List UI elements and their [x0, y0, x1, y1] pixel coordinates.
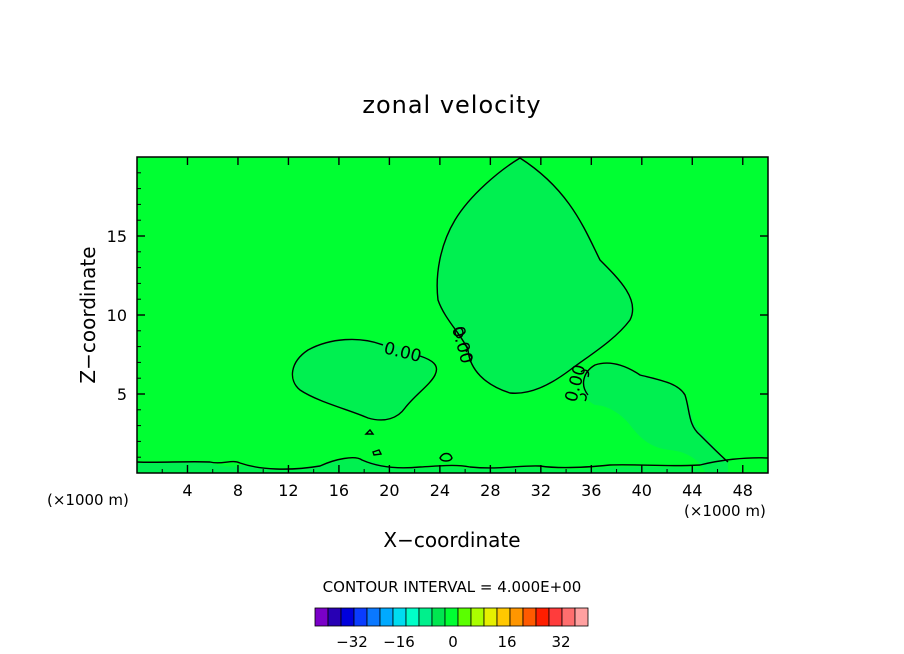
- colorbar-tick-label: −32: [336, 633, 368, 651]
- x-unit-right: (×1000 m): [684, 502, 766, 520]
- x-tick-label: 4: [182, 481, 192, 500]
- colorbar-tick-label: 16: [497, 633, 516, 651]
- colorbar-swatch: [574, 607, 589, 627]
- contour-region-bottom: [137, 459, 700, 472]
- chart-title: zonal velocity: [362, 91, 541, 119]
- y-axis-label: Z−coordinate: [76, 246, 100, 383]
- colorbar-swatch: [418, 607, 433, 627]
- colorbar-swatch: [483, 607, 498, 627]
- colorbar-swatch: [392, 607, 407, 627]
- colorbar-labels: −32 −16 0 16 32: [336, 633, 570, 651]
- contour-line-fragment: [454, 327, 590, 402]
- colorbar-swatch: [548, 607, 563, 627]
- x-tick-label: 36: [581, 481, 601, 500]
- colorbar-swatch: [314, 607, 329, 627]
- x-tick-label: 20: [379, 481, 399, 500]
- contour-line-upper-center: [436, 157, 634, 394]
- y-axis: 5 10 15: [107, 172, 768, 458]
- colorbar-swatch: [327, 607, 342, 627]
- colorbar-swatch: [366, 607, 381, 627]
- colorbar-tick-label: 32: [551, 633, 570, 651]
- colorbar-swatch: [509, 607, 524, 627]
- contour-lines: [136, 157, 769, 470]
- colorbar-swatch: [470, 607, 485, 627]
- y-tick-label: 10: [107, 306, 127, 325]
- contour-interval: CONTOUR INTERVAL = 4.000E+00: [323, 578, 582, 596]
- x-axis-label: X−coordinate: [383, 528, 520, 552]
- colorbar-tick-label: 0: [448, 633, 458, 651]
- x-tick-label: 32: [531, 481, 551, 500]
- x-unit-left: (×1000 m): [47, 491, 129, 509]
- colorbar-swatch: [535, 607, 550, 627]
- x-tick-label: 12: [278, 481, 298, 500]
- colorbar-swatch: [496, 607, 511, 627]
- x-tick-label: 40: [632, 481, 652, 500]
- contour-line-small-1: [364, 428, 375, 435]
- colorbar-swatch: [405, 607, 420, 627]
- colorbar-tick-label: −16: [383, 633, 415, 651]
- contour-line-left: [291, 338, 438, 421]
- x-tick-label: 44: [682, 481, 702, 500]
- x-tick-label: 28: [480, 481, 500, 500]
- contour-line-small-2: [372, 449, 383, 456]
- contour-region-upper-center: [437, 158, 633, 394]
- colorbar-swatch: [561, 607, 576, 627]
- contour-line-bottom: [136, 457, 769, 470]
- contour-region-right: [583, 364, 728, 472]
- x-tick-label: 8: [233, 481, 243, 500]
- colorbar-swatch: [353, 607, 368, 627]
- colorbar-swatch: [522, 607, 537, 627]
- colorbar-swatch: [431, 607, 446, 627]
- contour-region-left: [293, 338, 434, 420]
- y-tick-label: 5: [117, 385, 127, 404]
- y-tick-label: 15: [107, 227, 127, 246]
- contour-line-small-3: [439, 452, 453, 462]
- colorbar-swatch: [457, 607, 472, 627]
- x-axis: 4 8 12 16 20 24 28 32 36 40 44 48: [161, 157, 753, 500]
- x-tick-label: 48: [733, 481, 753, 500]
- colorbar-swatch: [444, 607, 459, 627]
- x-tick-label: 16: [329, 481, 349, 500]
- colorbar-swatch: [340, 607, 355, 627]
- contour-regions: [137, 158, 728, 472]
- colorbar: [314, 607, 589, 627]
- colorbar-swatch: [379, 607, 394, 627]
- x-tick-label: 24: [430, 481, 450, 500]
- contour-line-right: [582, 362, 729, 463]
